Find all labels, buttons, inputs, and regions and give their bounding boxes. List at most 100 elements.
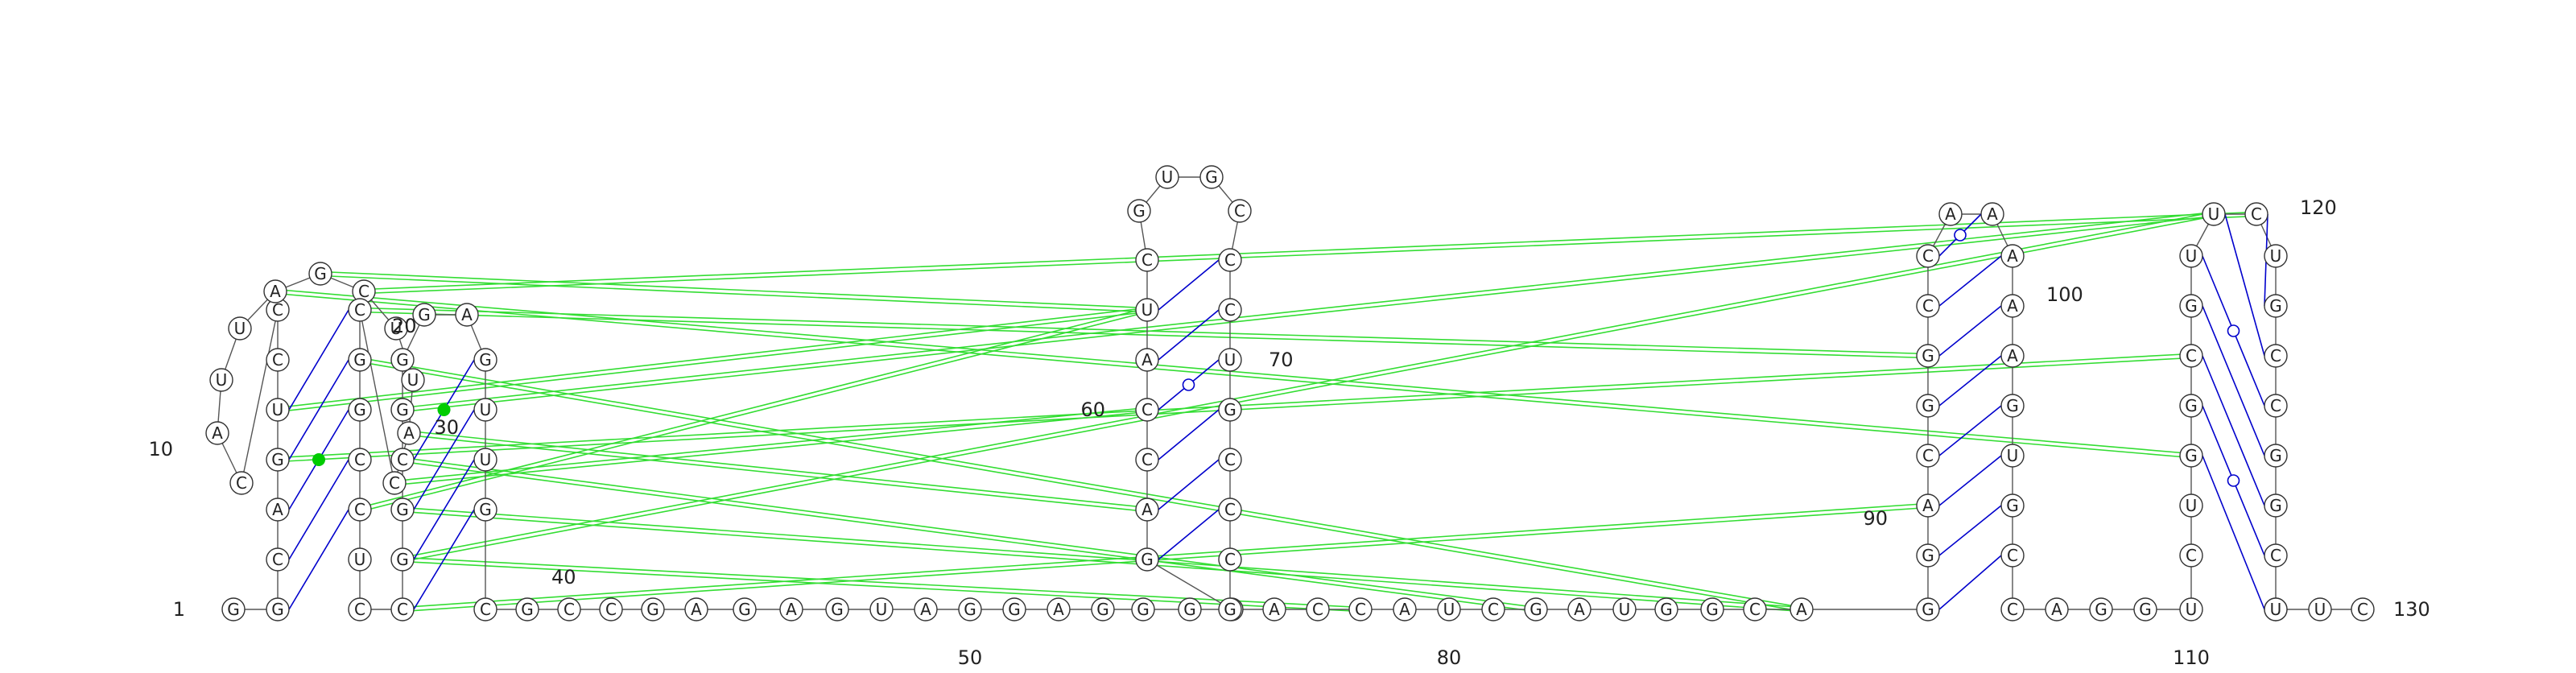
nucleotide-letter: C: [272, 350, 283, 370]
canonical-pair-line: [413, 509, 475, 610]
nucleotide: G: [1135, 547, 1159, 572]
position-label: 70: [1269, 349, 1294, 371]
nucleotide: G: [1916, 344, 1940, 368]
nucleotide: A: [263, 279, 287, 303]
canonical-pair-line: [288, 509, 349, 610]
backbone-segment: [241, 309, 279, 484]
nucleotide: A: [1980, 202, 2004, 226]
nucleotide-circle: [825, 597, 849, 621]
nucleotide-letter: G: [831, 600, 844, 619]
nucleotide: U: [401, 368, 425, 392]
nucleotide: G: [2000, 394, 2025, 418]
nucleotide-circle: [515, 597, 539, 621]
nucleotide-circle: [869, 597, 894, 621]
nucleotide: A: [1135, 348, 1159, 372]
canonical-pair-line: [2202, 455, 2265, 610]
nucleotide: G: [390, 498, 415, 522]
nucleotide-circle: [209, 368, 233, 392]
nucleotide: G: [1700, 597, 1724, 621]
nucleotide-circle: [1348, 597, 1373, 621]
nucleotide-letter: G: [1224, 400, 1236, 419]
nucleotide-letter: G: [2006, 396, 2019, 415]
position-label: 130: [2393, 598, 2430, 621]
nucleotide-circle: [473, 398, 497, 422]
tertiary-interaction-line: [360, 357, 1802, 609]
nucleotide-circle: [1743, 597, 1767, 621]
nucleotide: A: [1567, 597, 1591, 621]
nucleotide-circle: [2179, 294, 2203, 318]
nucleotide-letter: C: [236, 473, 247, 493]
nucleotide: G: [515, 597, 539, 621]
nucleotide-letter: U: [2186, 246, 2198, 266]
nucleotide-circle: [2264, 394, 2288, 418]
nucleotide-circle: [1612, 597, 1637, 621]
nucleotide-letter: G: [2185, 296, 2198, 316]
nucleotide-letter: G: [227, 600, 240, 619]
nucleotide: G: [266, 448, 290, 472]
nucleotide-letter: U: [2208, 204, 2220, 224]
nucleotide-letter: A: [272, 500, 283, 519]
nucleotide-circle: [266, 547, 290, 572]
nucleotide-circle: [1135, 498, 1159, 522]
nucleotide: C: [1916, 444, 1940, 468]
nucleotide-letter: G: [1008, 600, 1021, 619]
nucleotide-letter: U: [480, 400, 492, 419]
nucleotide-letter: C: [354, 300, 365, 320]
nucleotide: C: [1218, 448, 1242, 472]
tertiary-interaction-line: [402, 502, 1928, 609]
nucleotide: U: [2179, 244, 2203, 268]
nucleotide-circle: [2179, 493, 2203, 518]
nucleotide-circle: [2000, 244, 2025, 268]
nucleotide-letter: U: [407, 370, 419, 390]
nucleotide-circle: [263, 279, 287, 303]
nucleotide-circle: [473, 597, 497, 621]
nucleotide-letter: G: [271, 450, 284, 469]
nucleotide: G: [473, 498, 497, 522]
nucleotide-letter: G: [396, 400, 409, 419]
nucleotide-circle: [221, 597, 246, 621]
nucleotide-letter: U: [272, 400, 284, 419]
nucleotide: A: [684, 597, 708, 621]
nucleotide-circle: [266, 597, 290, 621]
nucleotide: G: [390, 348, 415, 372]
nucleotide-letter: C: [1224, 300, 1236, 320]
nucleotide-circle: [1046, 597, 1071, 621]
nucleotide-circle: [1218, 498, 1242, 522]
nucleotide: G: [473, 348, 497, 372]
nucleotide: G: [2264, 294, 2288, 318]
nucleotide-circle: [1306, 597, 1330, 621]
nucleotide: A: [2000, 344, 2025, 368]
nucleotide: U: [2179, 493, 2203, 518]
nucleotide-circle: [1567, 597, 1591, 621]
nucleotide-circle: [1654, 597, 1678, 621]
nucleotide-circle: [1135, 298, 1159, 322]
nucleotide-letter: C: [2186, 346, 2197, 365]
nucleotide: C: [1916, 294, 1940, 318]
nucleotide: G: [348, 398, 372, 422]
nucleotide-circle: [348, 398, 372, 422]
nucleotide-circle: [1916, 493, 1940, 518]
nucleotide-letter: A: [1141, 500, 1153, 519]
canonical-pair-line: [1938, 555, 2002, 610]
nucleotide-letter: C: [1922, 296, 1934, 316]
nucleotide-circle: [1481, 597, 1505, 621]
nucleotide: G: [2089, 597, 2113, 621]
gu-pair-marker: [1954, 229, 1967, 242]
nucleotide-letter: A: [212, 423, 223, 443]
nucleotide: C: [266, 298, 290, 322]
nucleotide: U: [209, 368, 233, 392]
nucleotide-circle: [229, 471, 254, 495]
nucleotide: C: [2264, 543, 2288, 568]
nucleotide-circle: [1524, 597, 1548, 621]
nucleotide: C: [473, 597, 497, 621]
position-label: 30: [434, 416, 459, 439]
gu-pair-marker: [2227, 474, 2240, 487]
nucleotide-circle: [2308, 597, 2332, 621]
nucleotide: A: [2000, 294, 2025, 318]
position-label: 80: [1437, 646, 1462, 669]
nucleotide: A: [1393, 597, 1417, 621]
nucleotide: C: [348, 498, 372, 522]
nucleotide: U: [473, 398, 497, 422]
nucleotide: C: [266, 547, 290, 572]
canonical-pair-line: [1938, 405, 2002, 456]
